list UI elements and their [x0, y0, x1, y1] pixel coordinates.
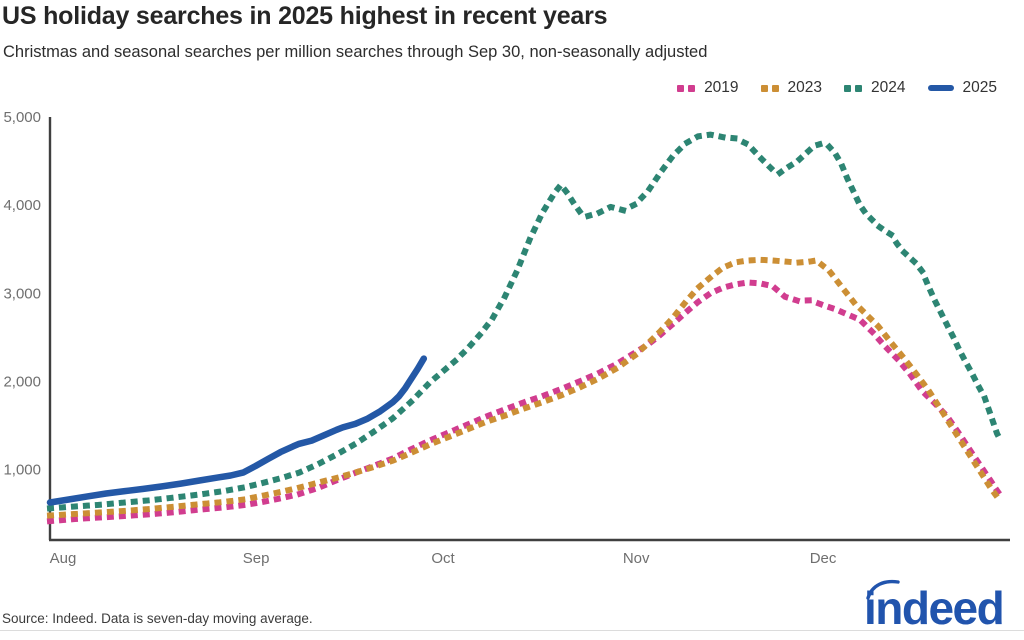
indeed-logo-swoosh-icon: [866, 579, 900, 600]
legend-dash-icon: [855, 84, 863, 92]
series-line-2019: [46, 279, 1005, 525]
legend-item-2019: 2019: [677, 79, 739, 97]
x-axis-label: Dec: [810, 550, 837, 567]
x-axis-label: Oct: [431, 550, 455, 567]
footer-divider: [0, 630, 1024, 631]
legend-solid-swatch-icon: [927, 85, 954, 91]
legend-label: 2023: [787, 79, 823, 96]
legend-label: 2025: [962, 79, 997, 96]
legend-dash-icon: [688, 84, 696, 92]
series-line-2025: [46, 355, 428, 506]
indeed-logo-text: indeed: [864, 582, 1003, 632]
chart-legend: 2019 2023 2024 2025: [677, 79, 997, 97]
series-line-2023: [46, 256, 1005, 519]
indeed-logo: indeed: [864, 579, 1005, 632]
x-axis-label: Sep: [243, 550, 270, 567]
y-axis-label: 1,000: [3, 462, 41, 479]
chart-subtitle: Christmas and seasonal searches per mill…: [3, 43, 708, 61]
legend-dotted-swatch-icon: [760, 84, 779, 92]
legend-label: 2019: [704, 79, 739, 96]
x-axis-label: Aug: [50, 550, 77, 567]
legend-dash-icon: [677, 84, 685, 92]
y-axis-label: 3,000: [3, 285, 41, 302]
source-note: Source: Indeed. Data is seven-day moving…: [2, 611, 313, 626]
legend-dotted-swatch-icon: [844, 84, 863, 92]
y-axis-label: 4,000: [3, 197, 41, 214]
legend-dotted-swatch-icon: [677, 84, 696, 92]
legend-item-2024: 2024: [844, 79, 906, 97]
legend-item-2025: 2025: [927, 79, 997, 97]
legend-dash-icon: [760, 84, 768, 92]
legend-dash-icon: [844, 84, 852, 92]
legend-dash-icon: [771, 84, 779, 92]
page-title: US holiday searches in 2025 highest in r…: [2, 2, 608, 30]
y-axis-label: 5,000: [3, 109, 41, 126]
legend-item-2023: 2023: [760, 79, 823, 97]
series-line-2024: [46, 131, 1005, 512]
legend-label: 2024: [871, 79, 906, 96]
y-axis-label: 2,000: [3, 373, 41, 390]
x-axis-label: Nov: [623, 550, 650, 567]
